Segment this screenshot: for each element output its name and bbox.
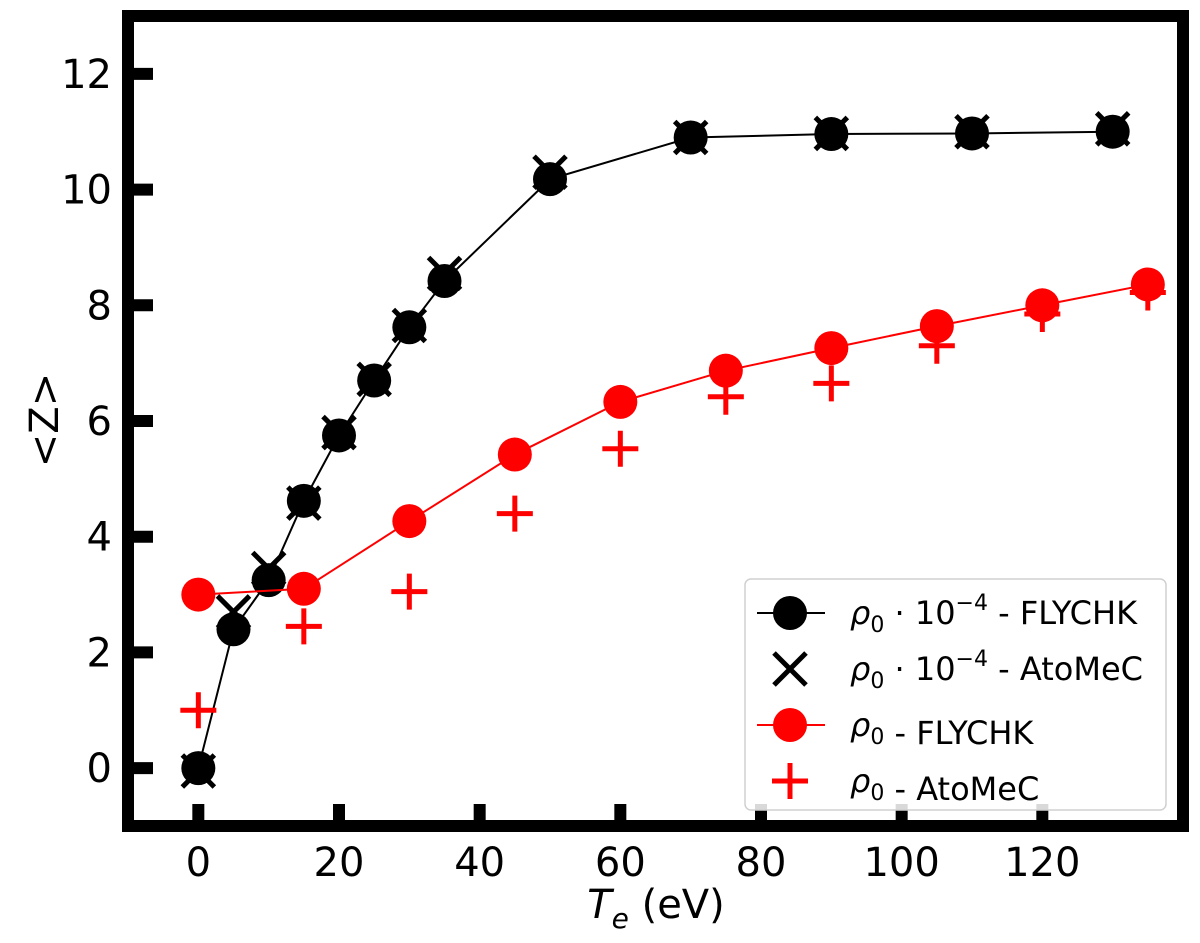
y-axis-title: <Z> (22, 373, 68, 467)
series-0-point-2 (251, 563, 286, 598)
x-tick-label-3: 60 (595, 840, 646, 886)
legend-label-3-tail: - AtoMeC (884, 770, 1039, 808)
legend-label-1-tail: - AtoMeC (988, 650, 1143, 688)
series-0-point-7 (427, 263, 462, 298)
legend-marker-2 (773, 708, 807, 742)
series-3-point-2 (391, 573, 428, 610)
series-2-point-7 (919, 309, 954, 344)
legend-label-1: ρ0 · 10−4 - AtoMeC (850, 647, 1143, 694)
series-3-point-1 (285, 608, 322, 645)
legend-label-1-mid: · 10 (884, 650, 955, 688)
legend-label-2-sub: 0 (870, 725, 884, 750)
series-0-point-9 (673, 120, 708, 155)
series-0-point-5 (357, 363, 392, 398)
x-tick-label-1: 20 (314, 840, 365, 886)
series-0-point-10 (814, 117, 849, 152)
legend-label-1-sub: 0 (870, 669, 884, 694)
x-axis-title-sub: e (612, 902, 629, 935)
series-3-point-4 (602, 430, 639, 467)
series-3-point-3 (496, 495, 533, 532)
ticks: 0 20 40 60 80 100 120 0 2 4 6 8 10 12 (61, 52, 1080, 886)
legend-marker-0 (773, 596, 807, 630)
series-0-point-8 (533, 162, 567, 197)
series-0-point-3 (286, 483, 321, 518)
legend-label-0-mid: · 10 (884, 594, 955, 632)
series-2-point-3 (497, 437, 532, 472)
legend-label-0-sup: −4 (956, 591, 988, 616)
y-tick-label-4: 8 (87, 283, 112, 329)
series-0-point-6 (392, 310, 427, 345)
y-tick-label-6: 12 (61, 52, 112, 98)
x-axis-title: Te (eV) (587, 882, 725, 935)
y-tick-label-3: 6 (87, 399, 112, 445)
series-2-point-1 (286, 571, 321, 606)
plot-marks (180, 111, 1166, 789)
legend-label-3-sub: 0 (870, 781, 884, 806)
series-0-point-1 (216, 612, 251, 647)
x-tick-label-2: 40 (454, 840, 505, 886)
legend-label-0-sub: 0 (870, 613, 884, 638)
legend-label-1-sup: −4 (956, 647, 988, 672)
series-0-point-12 (1095, 114, 1130, 149)
series-2-point-9 (1130, 267, 1165, 302)
y-tick-label-0: 0 (87, 746, 112, 792)
legend-box (744, 578, 1167, 811)
series-3-point-6 (813, 365, 850, 402)
x-axis-title-unit: (eV) (629, 882, 725, 928)
series-2-point-5 (708, 353, 743, 388)
legend-label-0-tail: - FLYCHK (988, 594, 1138, 632)
x-tick-label-4: 80 (736, 840, 787, 886)
series-2-point-8 (1025, 288, 1060, 323)
legend-label-3-sym: ρ (850, 762, 870, 800)
series-2 (181, 267, 1165, 612)
x-tick-label-0: 0 (186, 840, 211, 886)
legend-label-3: ρ0 - AtoMeC (850, 762, 1039, 808)
y-tick-label-5: 10 (61, 168, 112, 214)
series-2-point-6 (814, 331, 849, 366)
legend-marker-1 (772, 651, 808, 687)
y-tick-label-2: 4 (87, 515, 112, 561)
x-tick-label-6: 120 (1004, 840, 1080, 886)
legend-marker-3 (772, 763, 808, 799)
legend-label-1-sym: ρ (850, 650, 870, 688)
y-tick-label-1: 2 (87, 630, 112, 676)
series-0-point-0 (181, 751, 216, 786)
legend-label-0: ρ0 · 10−4 - FLYCHK (850, 591, 1138, 638)
series-2-point-4 (603, 384, 638, 419)
legend-label-2: ρ0 - FLYCHK (850, 706, 1034, 752)
legend-label-0-sym: ρ (850, 594, 870, 632)
x-axis-title-var: T (587, 882, 615, 928)
series-3-point-0 (180, 692, 217, 729)
legend-label-2-sym: ρ (850, 706, 870, 744)
series-2-point-2 (392, 504, 427, 539)
series-0 (181, 114, 1130, 786)
series-2-line (198, 283, 1149, 596)
series-0-point-11 (955, 116, 989, 151)
legend-label-2-tail: - FLYCHK (884, 714, 1034, 752)
series-2-point-0 (181, 577, 216, 612)
series-0-point-4 (322, 418, 356, 453)
x-tick-label-5: 100 (863, 840, 939, 886)
